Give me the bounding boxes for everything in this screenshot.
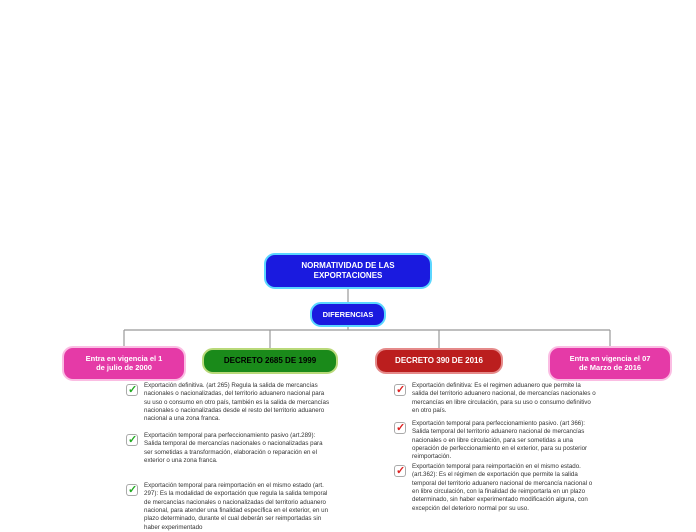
item-text: Exportación temporal para perfeccionamie… xyxy=(144,432,330,465)
left-vig-l2: de julio de 2000 xyxy=(74,363,174,372)
check-icon xyxy=(126,434,138,446)
decreto-left-node: DECRETO 2685 DE 1999 xyxy=(202,348,338,374)
list-item: Exportación definitiva: Es el regimen ad… xyxy=(394,382,600,415)
right-vig-l2: de Marzo de 2016 xyxy=(560,363,660,372)
check-icon xyxy=(394,384,406,396)
check-icon xyxy=(126,484,138,496)
item-text: Exportación temporal para reimportación … xyxy=(144,482,330,532)
check-icon xyxy=(126,384,138,396)
list-item: Exportación temporal para perfeccionamie… xyxy=(394,420,600,462)
right-vig-l1: Entra en vigencia el 07 xyxy=(560,354,660,363)
check-icon xyxy=(394,422,406,434)
right-vigencia-node: Entra en vigencia el 07 de Marzo de 2016 xyxy=(548,346,672,381)
diff-label: DIFERENCIAS xyxy=(323,310,374,319)
left-vig-l1: Entra en vigencia el 1 xyxy=(74,354,174,363)
diff-node: DIFERENCIAS xyxy=(310,302,386,327)
root-node: NORMATIVIDAD DE LAS EXPORTACIONES xyxy=(264,253,432,289)
check-icon xyxy=(394,465,406,477)
decreto-right-node: DECRETO 390 DE 2016 xyxy=(375,348,503,374)
left-vigencia-node: Entra en vigencia el 1 de julio de 2000 xyxy=(62,346,186,381)
list-item: Exportación temporal para reimportación … xyxy=(394,463,600,513)
root-label: NORMATIVIDAD DE LAS EXPORTACIONES xyxy=(301,261,394,280)
item-text: Exportación temporal para perfeccionamie… xyxy=(412,420,598,462)
item-text: Exportación temporal para reimportación … xyxy=(412,463,598,513)
dec-left-label: DECRETO 2685 DE 1999 xyxy=(224,356,316,365)
dec-right-label: DECRETO 390 DE 2016 xyxy=(395,356,483,365)
list-item: Exportación temporal para reimportación … xyxy=(126,482,332,532)
list-item: Exportación definitiva. (art 265) Regula… xyxy=(126,382,332,424)
item-text: Exportación definitiva: Es el regimen ad… xyxy=(412,382,598,415)
list-item: Exportación temporal para perfeccionamie… xyxy=(126,432,332,465)
item-text: Exportación definitiva. (art 265) Regula… xyxy=(144,382,330,424)
